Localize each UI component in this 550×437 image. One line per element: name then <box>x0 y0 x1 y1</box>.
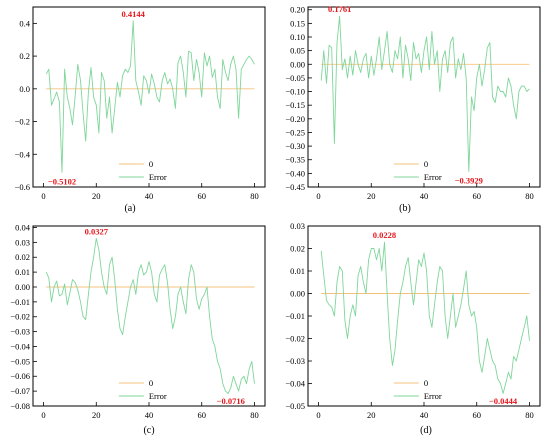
legend-label-0: 0 <box>424 378 428 388</box>
x-tick-label: 20 <box>92 410 101 420</box>
y-tick-label: −0.02 <box>285 334 305 344</box>
y-tick-label: 0.02 <box>15 252 30 262</box>
series-line-error <box>45 20 255 173</box>
y-tick-label: 0.2 <box>19 51 30 61</box>
y-tick-label: −0.20 <box>285 114 305 124</box>
x-tick-label: 40 <box>145 191 154 201</box>
y-tick-label: −0.30 <box>285 141 305 151</box>
x-tick-label: 80 <box>525 410 534 420</box>
x-tick-label: 40 <box>420 410 429 420</box>
y-tick-label: 0.4 <box>19 18 30 28</box>
x-tick-label: 60 <box>197 191 206 201</box>
y-tick-label: −0.2 <box>15 117 30 127</box>
min-annotation: −0.0716 <box>217 396 245 406</box>
y-tick-label: −0.15 <box>285 100 305 110</box>
y-tick-label: 0.01 <box>290 266 305 276</box>
y-tick-label: −0.05 <box>285 401 305 411</box>
legend-label-0: 0 <box>424 159 428 169</box>
x-tick-label: 0 <box>316 410 320 420</box>
x-tick-label: 0 <box>316 191 320 201</box>
y-tick-label: −0.02 <box>10 312 30 322</box>
y-tick-label: −0.05 <box>285 73 305 83</box>
chart-panel-4: −0.05 −0.04 −0.03 −0.02 −0.01 0.00 0.01 0.02 0.0… <box>285 221 541 436</box>
y-tick-label: 0.01 <box>15 267 30 277</box>
y-tick-label: −0.40 <box>285 168 305 178</box>
x-tick-label: 0 <box>41 191 45 201</box>
x-tick-label: 60 <box>472 191 481 201</box>
chart-panel-2: −0.45 −0.40 −0.35 −0.30 −0.25 −0.20 −0.15 −0.10… <box>285 4 541 214</box>
x-tick-label: 80 <box>250 410 259 420</box>
y-tick-label: 0.02 <box>290 244 305 254</box>
legend-label-error: Error <box>149 391 167 401</box>
max-annotation: 0.1761 <box>328 4 351 14</box>
y-tick-label: −0.25 <box>285 127 305 137</box>
panel-caption: (d) <box>420 425 432 436</box>
legend-label-0: 0 <box>149 378 153 388</box>
y-tick-label: −0.10 <box>285 87 305 97</box>
y-tick-label: 0.15 <box>290 18 305 28</box>
legend-label-error: Error <box>149 172 167 182</box>
y-tick-label: −0.4 <box>15 149 31 159</box>
min-annotation: −0.3929 <box>455 175 483 185</box>
panel-caption: (b) <box>399 203 411 214</box>
y-tick-label: 0.03 <box>290 221 305 231</box>
y-tick-label: 0.0 <box>19 84 30 94</box>
y-tick-label: −0.03 <box>10 327 30 337</box>
y-tick-label: 0.05 <box>290 46 305 56</box>
y-tick-label: −0.04 <box>285 379 305 389</box>
x-tick-label: 60 <box>472 410 481 420</box>
y-tick-label: 0.10 <box>290 32 305 42</box>
y-tick-label: 0.20 <box>290 5 305 15</box>
y-tick-label: −0.07 <box>10 386 30 396</box>
x-tick-label: 20 <box>92 191 101 201</box>
legend-label-error: Error <box>424 172 442 182</box>
x-tick-label: 20 <box>367 410 376 420</box>
y-tick-label: 0.03 <box>15 237 30 247</box>
max-annotation: 0.4144 <box>121 9 145 19</box>
panel-caption: (a) <box>124 203 135 214</box>
y-tick-label: 0.00 <box>290 289 305 299</box>
y-tick-label: 0.04 <box>15 222 31 232</box>
series-line-error <box>320 241 530 394</box>
x-tick-label: 0 <box>41 410 45 420</box>
x-tick-label: 80 <box>250 191 259 201</box>
y-tick-label: 0.00 <box>15 282 30 292</box>
y-tick-label: −0.04 <box>10 341 30 351</box>
y-tick-label: −0.01 <box>285 311 305 321</box>
legend-label-error: Error <box>424 391 442 401</box>
y-tick-label: 0.00 <box>290 59 305 69</box>
y-tick-label: −0.01 <box>10 297 30 307</box>
y-tick-label: −0.05 <box>10 356 30 366</box>
y-tick-label: −0.06 <box>10 371 30 381</box>
x-tick-label: 40 <box>420 191 429 201</box>
x-tick-label: 60 <box>197 410 206 420</box>
x-tick-label: 20 <box>367 191 376 201</box>
series-line-error <box>320 15 530 172</box>
legend-label-0: 0 <box>149 159 153 169</box>
y-tick-label: −0.45 <box>285 182 305 192</box>
y-tick-label: −0.03 <box>285 356 305 366</box>
min-annotation: −0.0444 <box>489 396 518 406</box>
y-tick-label: −0.35 <box>285 155 305 165</box>
chart-panel-1: −0.6 −0.4 −0.2 0.0 0.2 0.4 0 20 40 60 80 0.4144 −0.5… <box>15 6 266 214</box>
y-tick-label: −0.6 <box>15 182 30 192</box>
min-annotation: −0.5102 <box>48 176 76 186</box>
x-tick-label: 40 <box>145 410 154 420</box>
x-tick-label: 80 <box>525 191 534 201</box>
y-tick-label: −0.08 <box>10 401 30 411</box>
series-line-error <box>45 237 255 394</box>
panel-caption: (c) <box>143 425 154 436</box>
max-annotation: 0.0327 <box>85 226 109 236</box>
chart-panel-3: −0.08 −0.07 −0.06 −0.05 −0.04 −0.03 −0.02 −0.01… <box>10 222 266 436</box>
max-annotation: 0.0228 <box>373 230 396 240</box>
